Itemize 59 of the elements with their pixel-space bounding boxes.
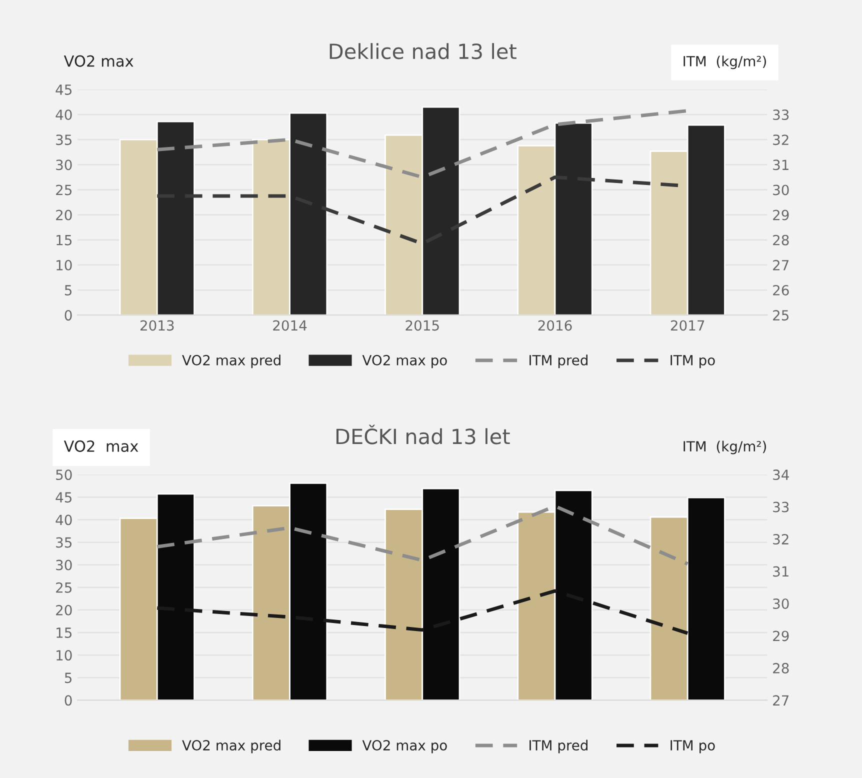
y-tick-label: 50 (56, 470, 72, 480)
x-tick-label: 2014 (273, 320, 307, 331)
y-tick-label: 10 (56, 260, 72, 270)
y-tick-label: 10 (56, 650, 72, 661)
y-tick-label: 15 (56, 235, 72, 246)
y2-tick-label: 31 (773, 160, 788, 170)
x-tick-label: 2013 (140, 320, 174, 331)
y-tick-label: 20 (56, 604, 72, 616)
y2-tick-label: 29 (773, 210, 789, 220)
y-tick-label: 25 (56, 582, 72, 593)
y-tick-label: 45 (56, 492, 72, 503)
y-tick-label: 5 (64, 672, 72, 684)
y2-tick-label: 31 (773, 566, 788, 577)
legend-label: VO2 max pred (182, 740, 280, 754)
y2-tick-label: 28 (773, 662, 789, 674)
y2-tick-label: 25 (773, 310, 788, 321)
y2-tick-label: 26 (773, 284, 789, 296)
y2-tick-label: 30 (773, 184, 789, 196)
y-tick-label: 0 (64, 310, 72, 321)
x-tick-label: 2017 (670, 320, 704, 331)
y-tick-label: 5 (64, 285, 72, 296)
y-axis-title: VO2 max (64, 440, 138, 452)
y2-tick-label: 29 (773, 630, 789, 642)
legend-label: ITM pred (530, 354, 588, 368)
line-series (155, 504, 690, 566)
x-tick-label: 2015 (406, 320, 439, 331)
y2-tick-label: 33 (773, 110, 789, 120)
y2-tick-label: 27 (773, 260, 789, 270)
y-tick-label: 45 (56, 84, 72, 95)
y2-tick-label: 34 (773, 470, 789, 480)
legend-label: ITM po (670, 355, 715, 368)
legend-label: VO2 max pred (182, 354, 280, 368)
legend-label: VO2 max po (362, 740, 447, 754)
y2-tick-label: 30 (773, 598, 789, 609)
y-tick-label: 15 (56, 628, 72, 638)
y2-tick-label: 33 (773, 502, 789, 512)
y2-tick-label: 27 (773, 695, 789, 706)
y-tick-label: 35 (56, 134, 72, 146)
chart-title: Deklice nad 13 let (330, 43, 516, 60)
y-tick-label: 35 (56, 537, 72, 548)
y2-tick-label: 28 (773, 234, 789, 246)
y2-tick-label: 32 (773, 134, 788, 146)
y-tick-label: 40 (56, 110, 72, 120)
chart-title: DEČKI nad 13 let (336, 424, 510, 444)
y2-tick-label: 32 (773, 534, 788, 545)
legend-label: ITM pred (530, 740, 588, 754)
line-series (155, 589, 690, 635)
y-axis-title: VO2 max (64, 55, 134, 67)
y-tick-label: 40 (56, 514, 72, 526)
y2-axis-title: ITM (kg/m²) (684, 440, 766, 454)
y-tick-label: 30 (56, 160, 72, 170)
y2-axis-title: ITM (kg/m²) (684, 56, 766, 70)
y-tick-label: 25 (56, 184, 72, 196)
legend-label: VO2 max po (362, 354, 447, 368)
legend-label: ITM po (670, 740, 715, 754)
y-tick-label: 30 (56, 560, 72, 570)
x-tick-label: 2016 (538, 320, 572, 331)
y-tick-label: 0 (64, 695, 72, 706)
y-tick-label: 20 (56, 210, 72, 220)
